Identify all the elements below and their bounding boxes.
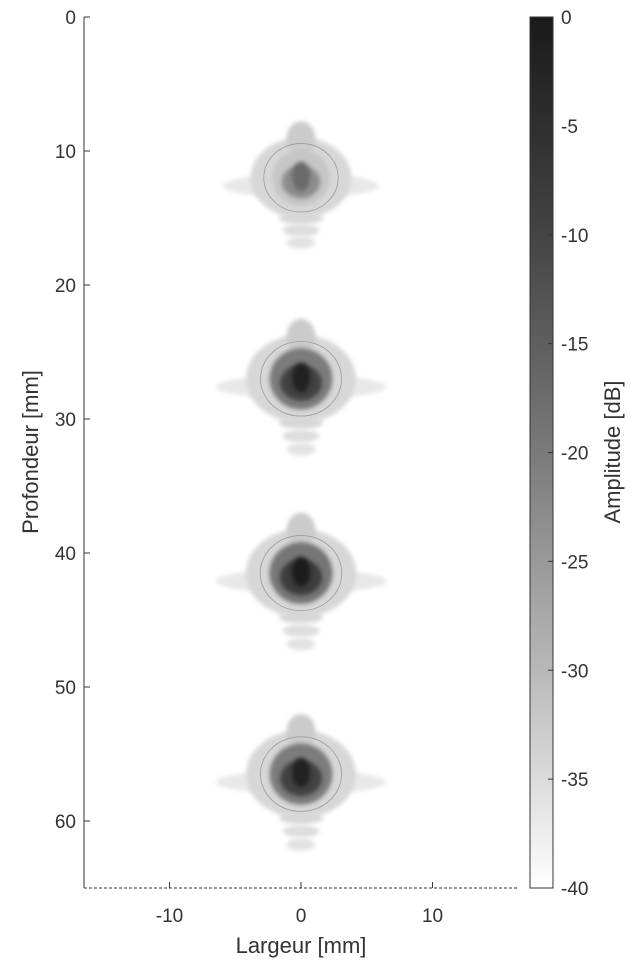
psf-contour [260, 736, 342, 812]
psf-lower-ripple [278, 416, 324, 429]
psf-scatterer [216, 318, 386, 456]
psf-upper-lobe [286, 318, 316, 354]
colorbar-tick-label: -35 [561, 770, 588, 791]
y-tick-label: 50 [55, 678, 76, 699]
colorbar-tick-label: 0 [561, 8, 572, 29]
y-tick-label: 0 [65, 8, 76, 29]
psf-peak [291, 161, 311, 192]
psf-peak [291, 557, 311, 587]
y-tick-label: 30 [55, 410, 76, 431]
psf-scatterer [216, 714, 386, 851]
colorbar-tick-label: -15 [561, 335, 588, 356]
psf-lower-ripple [282, 825, 320, 838]
y-axis-label: Profondeur [mm] [18, 370, 43, 534]
x-axis-label: Largeur [mm] [236, 933, 367, 958]
x-tick-label: -10 [156, 906, 183, 927]
psf-scatterer [222, 121, 380, 249]
colorbar-tick-label: -20 [561, 444, 588, 465]
psf-lower-ripple [278, 812, 324, 825]
psf-peak [291, 758, 311, 788]
psf-upper-lobe [286, 121, 316, 157]
x-tick-label: 10 [422, 906, 443, 927]
colorbar-tick-label: -40 [561, 879, 588, 900]
psf-contour [259, 535, 343, 612]
axes: 0 10 20 30 40 50 60 -10 0 10 Largeur [mm] Profon… [18, 8, 518, 958]
y-tick-label: 40 [55, 544, 76, 565]
psf-lower-ripple [286, 443, 316, 456]
heatmap-layer [215, 121, 387, 851]
y-tick-label: 10 [55, 142, 76, 163]
colorbar-label: Amplitude [dB] [600, 380, 625, 523]
colorbar-ticks: 0 -5 -10 -15 -20 -25 -30 -35 -40 [548, 8, 588, 900]
colorbar-tick-label: -30 [561, 661, 588, 682]
psf-lower-ripple [278, 611, 324, 624]
psf-upper-lobe [286, 512, 316, 548]
psf-lower-ripple [282, 430, 320, 443]
colorbar-tick-label: -5 [561, 117, 578, 138]
psf-lower-ripple [286, 236, 316, 249]
colorbar-tick-label: -10 [561, 226, 588, 247]
psf-peak [291, 362, 311, 393]
psf-lower-ripple [278, 212, 324, 225]
y-tick-label: 60 [55, 812, 76, 833]
psf-upper-lobe [286, 714, 316, 749]
x-axis-ticks: -10 0 10 [156, 882, 443, 927]
plot-area [84, 17, 518, 888]
psf-lower-ripple [286, 838, 316, 851]
psf-contour [263, 143, 339, 213]
colorbar: 0 -5 -10 -15 -20 -25 -30 -35 -40 Amplitude [dB] [529, 8, 625, 900]
psf-lower-ripple [282, 624, 320, 637]
psf-lower-ripple [282, 224, 320, 237]
x-tick-label: 0 [296, 906, 307, 927]
psf-contour [260, 341, 342, 417]
psf-scatterer [215, 512, 387, 651]
y-tick-label: 20 [55, 276, 76, 297]
psf-lower-ripple [286, 638, 316, 651]
y-axis-ticks: 0 10 20 30 40 50 60 [55, 8, 90, 833]
colorbar-tick-label: -25 [561, 552, 588, 573]
